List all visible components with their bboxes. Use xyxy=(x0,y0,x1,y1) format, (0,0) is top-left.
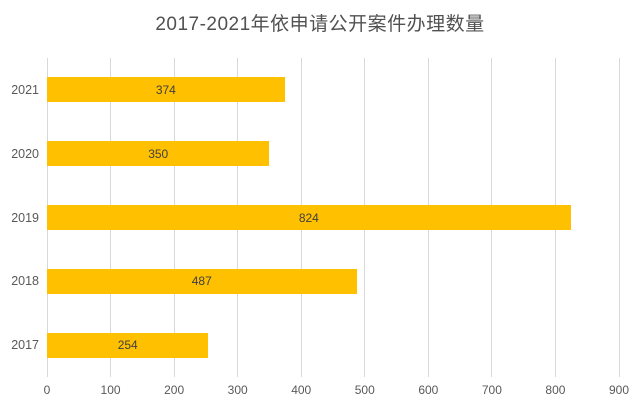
bar-data-label: 350 xyxy=(148,146,169,161)
bar-data-label: 374 xyxy=(155,82,176,97)
bar: 350 xyxy=(47,141,270,167)
x-tick-label: 600 xyxy=(418,383,439,397)
bar-data-label: 824 xyxy=(298,210,319,225)
x-tick-label: 700 xyxy=(481,383,502,397)
y-category-label: 2018 xyxy=(11,274,39,289)
bar: 254 xyxy=(47,332,209,358)
y-category-label: 2019 xyxy=(11,210,39,225)
plot-area: 374 350 824 487 254 2021 2020 2019 2018 2017 0 10… xyxy=(11,58,629,397)
x-tick-label: 300 xyxy=(227,383,248,397)
bar-data-label: 487 xyxy=(191,274,212,289)
y-category-label: 2021 xyxy=(11,82,39,97)
x-tick-label: 800 xyxy=(545,383,566,397)
x-tick-label: 100 xyxy=(100,383,121,397)
bar: 487 xyxy=(47,268,357,294)
x-tick-label: 400 xyxy=(291,383,312,397)
x-tick-label: 900 xyxy=(608,383,630,397)
bar: 374 xyxy=(47,77,285,103)
x-tick-label: 0 xyxy=(43,383,51,397)
x-tick-label: 200 xyxy=(164,383,185,397)
gridline xyxy=(618,58,620,377)
y-category-label: 2017 xyxy=(11,338,39,353)
y-category-label: 2020 xyxy=(11,146,39,161)
x-tick-label: 500 xyxy=(354,383,375,397)
bar-data-label: 254 xyxy=(117,338,138,353)
bar: 824 xyxy=(47,205,571,230)
chart-title: 2017-2021年依申请公开案件办理数量 xyxy=(155,14,485,35)
